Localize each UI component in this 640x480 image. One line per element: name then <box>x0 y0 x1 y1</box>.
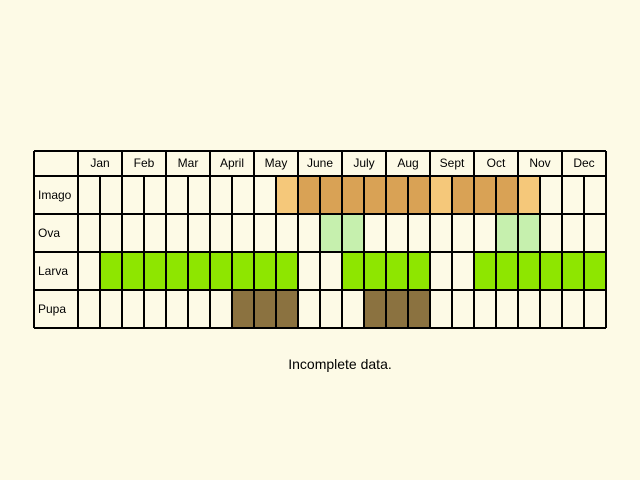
month-header: April <box>220 156 244 170</box>
incomplete-data-note: Incomplete data. <box>288 356 392 372</box>
imago-activity-span <box>430 176 452 214</box>
imago-activity-span <box>518 176 540 214</box>
imago-activity-span <box>452 176 518 214</box>
pupa-activity-span <box>364 290 430 328</box>
month-header: Nov <box>529 156 550 170</box>
month-header: Oct <box>487 156 506 170</box>
row-label-imago: Imago <box>38 188 72 202</box>
month-header: June <box>307 156 333 170</box>
row-label-pupa: Pupa <box>38 302 66 316</box>
imago-activity-span <box>276 176 298 214</box>
pupa-activity-span <box>232 290 298 328</box>
larva-activity-span <box>100 252 298 290</box>
row-label-larva: Larva <box>38 264 68 278</box>
month-header: Mar <box>178 156 199 170</box>
row-label-ova: Ova <box>38 226 60 240</box>
month-header: Feb <box>134 156 155 170</box>
month-header: July <box>353 156 374 170</box>
month-header: May <box>265 156 288 170</box>
table-labels: Jan Feb Mar April May June July Aug Sept Oct Nov De… <box>38 156 595 316</box>
month-header: Jan <box>90 156 109 170</box>
month-header: Sept <box>440 156 465 170</box>
month-header: Dec <box>573 156 594 170</box>
month-header: Aug <box>397 156 418 170</box>
table-grid <box>33 150 607 329</box>
